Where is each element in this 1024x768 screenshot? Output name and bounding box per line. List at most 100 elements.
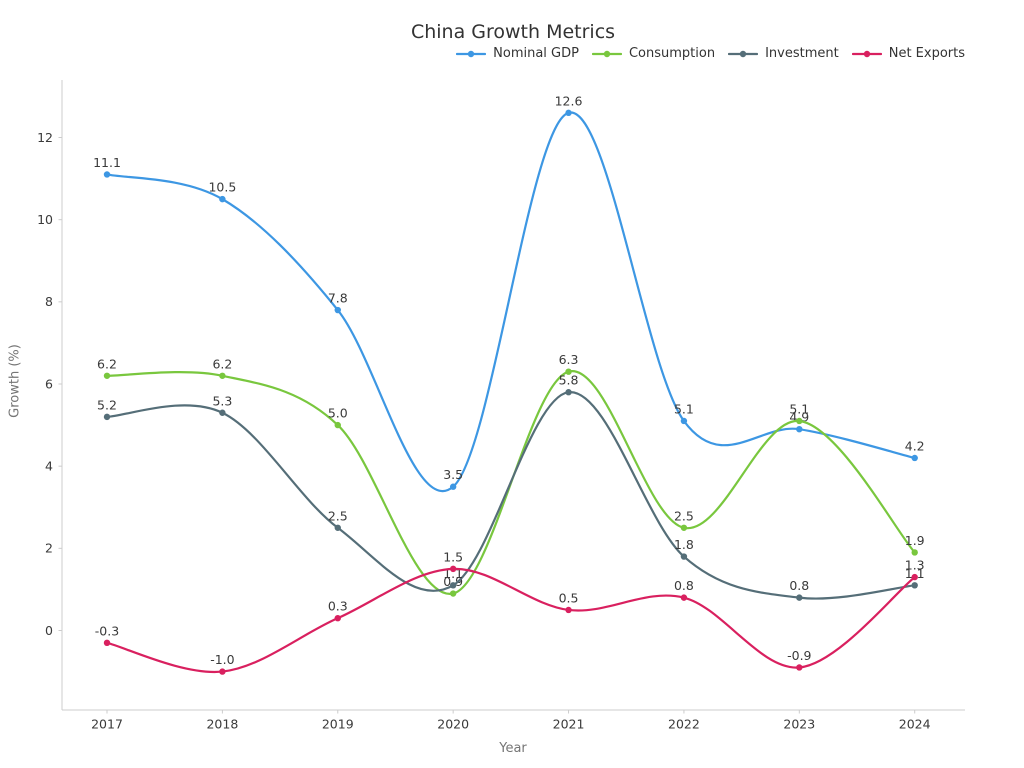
data-point-nominal-gdp-2020 bbox=[449, 483, 457, 490]
data-label-net-exports-2023: -0.9 bbox=[787, 648, 811, 663]
data-point-net-exports-2017 bbox=[103, 639, 111, 647]
y-tick-label: 6 bbox=[45, 376, 53, 391]
data-label-consumption-2022: 2.5 bbox=[674, 508, 694, 523]
chart-title: China Growth Metrics bbox=[410, 21, 616, 43]
data-point-nominal-gdp-2023 bbox=[796, 425, 803, 433]
series-line-consumption bbox=[105, 370, 916, 595]
data-label-investment-2023: 0.8 bbox=[789, 578, 809, 593]
legend-dot-investment bbox=[739, 50, 747, 57]
legend-dot-consumption bbox=[603, 50, 611, 57]
legend-marker-consumption-icon bbox=[591, 50, 622, 57]
data-label-net-exports-2024: 1.3 bbox=[905, 558, 925, 573]
data-point-nominal-gdp-2022 bbox=[680, 417, 688, 425]
data-point-investment-2017 bbox=[103, 413, 111, 421]
series-nominal-gdp: 11.110.57.83.512.65.14.94.2 bbox=[93, 93, 925, 492]
legend-item-nominal-gdp: Nominal GDP bbox=[456, 46, 579, 61]
data-point-net-exports-2021 bbox=[565, 606, 572, 614]
data-label-nominal-gdp-2019: 7.8 bbox=[328, 291, 348, 306]
series-line-net-exports bbox=[105, 567, 916, 674]
data-label-nominal-gdp-2024: 4.2 bbox=[905, 438, 925, 453]
series-investment: 5.2 5.32.51.15.81.80.81.1 bbox=[97, 373, 925, 601]
data-label-consumption-2020: 0.9 bbox=[443, 574, 463, 589]
data-point-nominal-gdp-2024 bbox=[911, 454, 918, 462]
data-point-investment-2024 bbox=[911, 582, 918, 589]
data-label-net-exports-2017: -0.3 bbox=[95, 623, 119, 638]
x-axis-label: Year bbox=[499, 741, 527, 756]
x-tick-label: 2021 bbox=[553, 717, 585, 732]
series-net-exports: -0.3 -1.0 0.3 1.5 0.5 0.8 -0.9 1.3 bbox=[95, 549, 925, 675]
x-tick-label: 2023 bbox=[783, 717, 815, 732]
data-point-investment-2023 bbox=[796, 594, 803, 601]
x-tick-label: 2022 bbox=[668, 717, 700, 732]
data-label-consumption-2021: 6.3 bbox=[559, 352, 579, 367]
x-tick-label: 2017 bbox=[91, 717, 123, 732]
data-point-net-exports-2024 bbox=[911, 573, 918, 581]
data-point-consumption-2017 bbox=[103, 372, 111, 379]
data-point-consumption-2021 bbox=[565, 368, 572, 375]
data-point-net-exports-2020 bbox=[449, 565, 457, 573]
data-label-nominal-gdp-2018: 10.5 bbox=[208, 180, 236, 195]
data-point-investment-2022 bbox=[680, 553, 688, 560]
data-label-net-exports-2018: -1.0 bbox=[210, 652, 234, 667]
data-point-net-exports-2019 bbox=[334, 614, 341, 622]
y-tick-label: 10 bbox=[37, 212, 53, 227]
data-point-investment-2019 bbox=[334, 524, 341, 531]
x-tick-label: 2020 bbox=[437, 717, 469, 732]
legend-item-net-exports: Net Exports bbox=[851, 46, 965, 61]
data-label-nominal-gdp-2017: 11.1 bbox=[93, 155, 121, 170]
data-label-nominal-gdp-2021: 12.6 bbox=[555, 93, 583, 108]
data-point-nominal-gdp-2017 bbox=[103, 171, 111, 178]
data-point-nominal-gdp-2019 bbox=[334, 306, 341, 314]
legend-item-investment: Investment bbox=[728, 46, 839, 61]
data-label-investment-2021: 5.8 bbox=[559, 373, 579, 388]
data-point-net-exports-2018 bbox=[219, 668, 226, 675]
data-point-nominal-gdp-2021 bbox=[565, 109, 572, 117]
legend-dot-net-exports bbox=[863, 50, 870, 57]
y-tick-label: 12 bbox=[37, 130, 53, 145]
data-label-net-exports-2019: 0.3 bbox=[328, 599, 348, 614]
data-label-nominal-gdp-2022: 5.1 bbox=[674, 401, 694, 416]
legend-dot-nominal-gdp bbox=[467, 50, 475, 57]
data-point-consumption-2024 bbox=[911, 549, 918, 556]
data-point-consumption-2018 bbox=[219, 372, 226, 379]
data-label-consumption-2017: 6.2 bbox=[97, 356, 117, 371]
legend-label-investment: Investment bbox=[765, 46, 839, 61]
data-point-investment-2018 bbox=[219, 409, 226, 416]
data-label-net-exports-2021: 0.5 bbox=[559, 590, 579, 605]
data-label-investment-2024: 1.1 bbox=[905, 566, 925, 581]
x-tick-label: 2024 bbox=[899, 717, 931, 732]
legend-label-net-exports: Net Exports bbox=[888, 46, 965, 61]
x-tick-label: 2018 bbox=[206, 717, 238, 732]
data-label-investment-2017: 5.2 bbox=[97, 397, 117, 412]
legend-marker-net-exports-icon bbox=[851, 50, 882, 57]
data-point-consumption-2023 bbox=[796, 417, 803, 425]
y-tick-label: 4 bbox=[45, 458, 53, 473]
legend-label-nominal-gdp: Nominal GDP bbox=[493, 46, 579, 61]
chart-legend: Nominal GDP Consumption Investment Net Expo… bbox=[456, 46, 965, 61]
data-point-nominal-gdp-2018 bbox=[219, 195, 226, 203]
legend-label-consumption: Consumption bbox=[628, 46, 716, 61]
data-label-investment-2022: 1.8 bbox=[674, 537, 694, 552]
data-point-consumption-2020 bbox=[449, 590, 457, 597]
series-line-nominal-gdp bbox=[105, 111, 916, 492]
series-line-investment bbox=[105, 391, 916, 600]
data-label-investment-2018: 5.3 bbox=[212, 393, 232, 408]
data-point-net-exports-2022 bbox=[680, 594, 688, 601]
data-label-consumption-2023: 5.1 bbox=[789, 401, 809, 416]
data-point-investment-2021 bbox=[565, 389, 572, 396]
data-point-consumption-2022 bbox=[680, 524, 688, 531]
y-tick-label: 2 bbox=[45, 541, 53, 556]
legend-item-consumption: Consumption bbox=[591, 46, 716, 61]
data-label-nominal-gdp-2020: 3.5 bbox=[443, 467, 463, 482]
y-tick-label: 8 bbox=[45, 294, 53, 309]
legend-marker-investment-icon bbox=[728, 50, 759, 57]
data-point-consumption-2019 bbox=[334, 421, 341, 429]
data-point-net-exports-2023 bbox=[796, 664, 803, 671]
data-label-consumption-2019: 5.0 bbox=[328, 406, 348, 421]
data-label-consumption-2024: 1.9 bbox=[905, 533, 925, 548]
data-label-investment-2019: 2.5 bbox=[328, 508, 348, 523]
legend-marker-nominal-gdp-icon bbox=[456, 50, 487, 57]
y-axis-label: Growth (%) bbox=[7, 344, 23, 418]
